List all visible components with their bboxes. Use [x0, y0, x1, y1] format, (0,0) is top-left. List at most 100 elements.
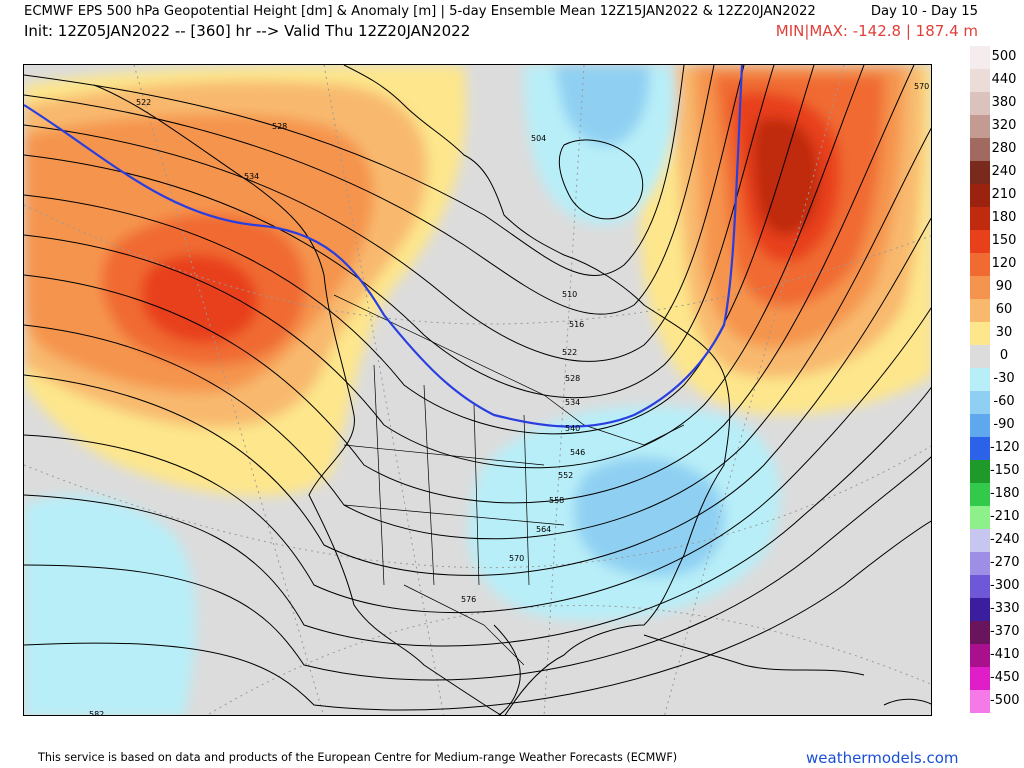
contour-label: 540	[565, 424, 580, 433]
colorbar-level: -330	[970, 598, 1020, 621]
colorbar-level: -90	[970, 414, 1018, 437]
colorbar-level: 180	[970, 207, 1018, 230]
colorbar-label: -30	[993, 371, 1015, 386]
contour-label: 504	[531, 134, 546, 143]
colorbar-label: -370	[990, 624, 1020, 639]
colorbar-label: 30	[995, 325, 1013, 340]
init-valid-time: Init: 12Z05JAN2022 -- [360] hr --> Valid…	[24, 22, 471, 40]
colorbar-label: 320	[991, 118, 1017, 133]
colorbar-level: 240	[970, 161, 1018, 184]
colorbar-label: -180	[990, 486, 1020, 501]
colorbar-swatch	[970, 299, 990, 322]
colorbar-swatch	[970, 483, 990, 506]
colorbar-swatch	[970, 552, 990, 575]
colorbar-level: 440	[970, 69, 1018, 92]
colorbar-swatch	[970, 46, 990, 69]
colorbar-level: -300	[970, 575, 1020, 598]
contour-label: 552	[558, 471, 573, 480]
colorbar-label: -150	[990, 463, 1020, 478]
colorbar-level: 0	[970, 345, 1018, 368]
colorbar-swatch	[970, 529, 990, 552]
anomaly-map: 522 528 534 504 510 516 522 528 534 540 …	[24, 65, 931, 716]
pacific-trough-30	[24, 495, 196, 715]
colorbar-label: 440	[991, 72, 1017, 87]
colorbar-swatch	[970, 667, 990, 690]
colorbar-swatch	[970, 138, 990, 161]
colorbar-swatch	[970, 621, 990, 644]
colorbar-label: -240	[990, 532, 1020, 547]
colorbar-label: -270	[990, 555, 1020, 570]
contour-label: 546	[570, 448, 585, 457]
contour-label: 558	[549, 496, 564, 505]
colorbar-level: 150	[970, 230, 1018, 253]
height-contours	[24, 65, 931, 711]
colorbar-swatch	[970, 575, 990, 598]
colorbar-swatch	[970, 368, 990, 391]
contour-label: 576	[461, 595, 476, 604]
atlantic-ridge-180	[752, 117, 819, 235]
colorbar-level: -370	[970, 621, 1020, 644]
colorbar-label: 240	[991, 164, 1017, 179]
colorbar-swatch	[970, 345, 990, 368]
contour-label: 528	[272, 122, 287, 131]
colorbar-level: -270	[970, 552, 1020, 575]
colorbar-swatch	[970, 460, 990, 483]
contour-label: 570	[509, 554, 524, 563]
colorbar-label: 180	[991, 210, 1017, 225]
colorbar-swatch	[970, 598, 990, 621]
colorbar-level: -410	[970, 644, 1020, 667]
colorbar-swatch	[970, 230, 990, 253]
colorbar-level: 380	[970, 92, 1018, 115]
colorbar-level: 30	[970, 322, 1018, 345]
colorbar-label: -60	[993, 394, 1015, 409]
data-source-disclaimer: This service is based on data and produc…	[38, 751, 678, 764]
colorbar-swatch	[970, 506, 990, 529]
colorbar-swatch	[970, 184, 990, 207]
colorbar-level: -180	[970, 483, 1020, 506]
colorbar-swatch	[970, 207, 990, 230]
colorbar-level: -210	[970, 506, 1020, 529]
colorbar-swatch	[970, 69, 990, 92]
colorbar-swatch	[970, 92, 990, 115]
colorbar-level: 120	[970, 253, 1018, 276]
colorbar-swatch	[970, 276, 990, 299]
colorbar-swatch	[970, 161, 990, 184]
colorbar-swatch	[970, 322, 990, 345]
colorbar-swatch	[970, 115, 990, 138]
colorbar-swatch	[970, 437, 990, 460]
anomaly-shading	[24, 65, 931, 715]
colorbar-label: 90	[995, 279, 1013, 294]
colorbar-label: -300	[990, 578, 1020, 593]
colorbar-label: 0	[999, 348, 1009, 363]
arctic-trough-60	[554, 65, 650, 146]
contour-label: 582	[89, 710, 104, 716]
colorbar-level: 210	[970, 184, 1018, 207]
colorbar-label: 120	[991, 256, 1017, 271]
min-max-readout: MIN|MAX: -142.8 | 187.4 m	[775, 22, 978, 40]
colorbar-label: -210	[990, 509, 1020, 524]
colorbar-label: 380	[991, 95, 1017, 110]
coastlines	[93, 65, 931, 715]
colorbar-label: -90	[993, 417, 1015, 432]
contour-label: 570	[914, 82, 929, 91]
forecast-day-range: Day 10 - Day 15	[870, 4, 978, 19]
colorbar-label: 210	[991, 187, 1017, 202]
colorbar-level: 90	[970, 276, 1018, 299]
colorbar-label: 150	[991, 233, 1017, 248]
contour-label: 510	[562, 290, 577, 299]
colorbar-swatch	[970, 391, 990, 414]
contour-label: 534	[565, 398, 580, 407]
colorbar-label: -500	[990, 693, 1020, 708]
contour-label: 522	[562, 348, 577, 357]
colorbar-level: -60	[970, 391, 1018, 414]
colorbar-label: -120	[990, 440, 1020, 455]
graticule	[24, 65, 931, 715]
colorbar-level: 60	[970, 299, 1018, 322]
colorbar-label: -410	[990, 647, 1020, 662]
colorbar-level: 500	[970, 46, 1018, 69]
brand-link[interactable]: weathermodels.com	[806, 749, 959, 767]
colorbar-level: 320	[970, 115, 1018, 138]
colorbar-level: 280	[970, 138, 1018, 161]
colorbar-level: -500	[970, 690, 1020, 713]
chart-title: ECMWF EPS 500 hPa Geopotential Height [d…	[24, 4, 816, 19]
